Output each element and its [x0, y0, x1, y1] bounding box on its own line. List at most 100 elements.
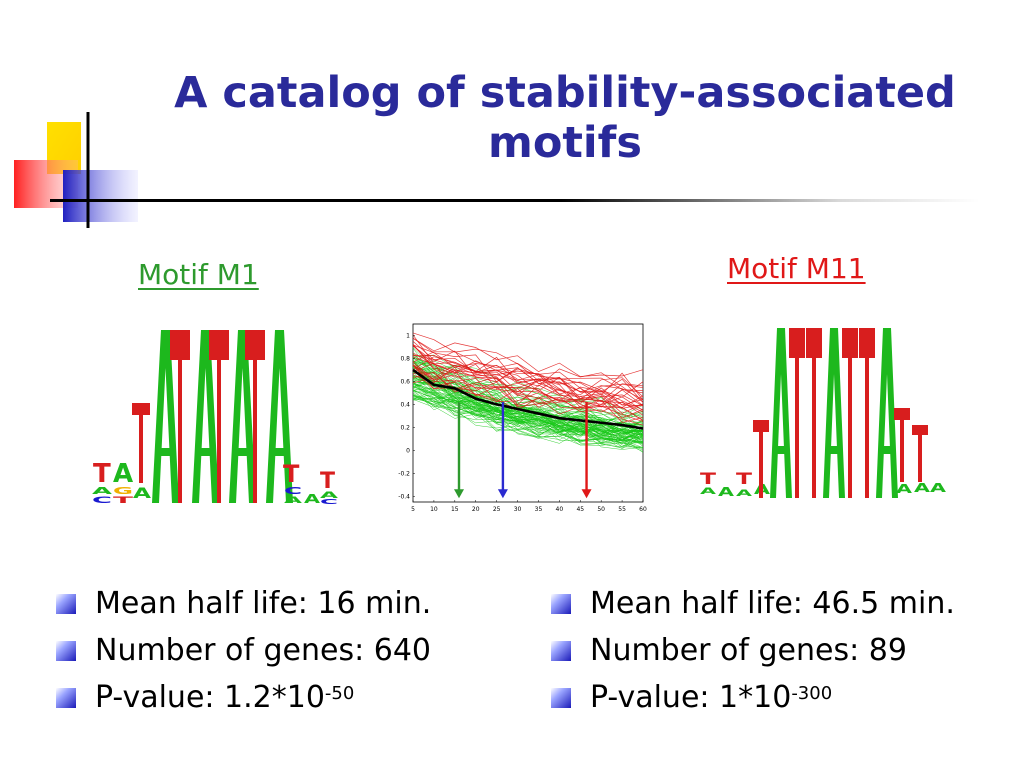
y-tick-label: 0 [406, 447, 410, 454]
profile-line [412, 340, 644, 394]
svg-text:A: A [304, 492, 321, 506]
svg-text:T: T [93, 459, 111, 489]
svg-text:A: A [113, 459, 133, 489]
profile-line [412, 372, 644, 447]
bullet-icon [551, 688, 571, 708]
motif-m1-link[interactable]: Motif M1 [138, 258, 259, 291]
half-life-arrowhead [497, 489, 508, 499]
stat-p-value: P-value: 1*10-300 [551, 678, 955, 725]
bullet-icon [551, 594, 571, 614]
profile-line [412, 392, 644, 430]
svg-text:T: T [283, 460, 300, 488]
motif-m11-sequence-logo: T A A T A A A A A [700, 328, 947, 499]
title-divider [50, 199, 980, 202]
profile-line [412, 351, 644, 401]
logo-m11-columns [753, 328, 928, 498]
y-tick-label: 0.8 [400, 355, 410, 362]
profile-line [412, 398, 644, 449]
svg-text:A: A [284, 496, 302, 506]
bullet-icon [551, 641, 571, 661]
profile-line [412, 353, 644, 424]
half-life-arrowhead [454, 489, 464, 499]
half-life-arrowhead [581, 489, 592, 499]
motif-m1-sequence-logo: T A C A G T A T C A A T A C [92, 330, 338, 506]
stat-p-value: P-value: 1.2*10-50 [56, 678, 431, 725]
profile-line [412, 366, 644, 437]
stat-half-life: Mean half life: 46.5 min. [551, 584, 955, 631]
logo-m1-columns [132, 330, 293, 503]
profile-line [412, 391, 644, 438]
stat-gene-count: Number of genes: 89 [551, 631, 955, 678]
stat-gene-count: Number of genes: 640 [56, 631, 431, 678]
svg-text:T: T [113, 496, 136, 506]
y-tick-label: -0.4 [398, 493, 410, 500]
x-tick-label: 20 [472, 506, 480, 513]
profile-line [412, 366, 644, 449]
profile-line [412, 357, 644, 433]
x-tick-label: 35 [535, 506, 543, 513]
x-tick-label: 25 [493, 506, 501, 513]
x-tick-label: 5 [411, 506, 415, 513]
x-tick-label: 50 [597, 506, 605, 513]
profile-line [412, 344, 644, 411]
profile-line [412, 337, 644, 377]
x-tick-label: 10 [430, 506, 438, 513]
expression-profiles-plot: 5 10 15 20 25 30 35 40 45 50 55 60 1 0.8 0.6 0.4 0.2 0 -0.… [398, 323, 647, 513]
profile-line [412, 334, 644, 401]
deco-blue-square [63, 170, 138, 222]
profile-line [412, 372, 644, 443]
x-tick-label: 55 [618, 506, 626, 513]
motif-m1-stats: Mean half life: 16 min. Number of genes:… [56, 584, 431, 725]
profile-line [412, 332, 644, 403]
svg-text:T: T [736, 469, 752, 488]
svg-text:A: A [133, 486, 151, 502]
bullet-icon [56, 641, 76, 661]
profile-line [412, 365, 644, 407]
profile-line [412, 356, 644, 422]
y-tick-label: 0.4 [400, 401, 410, 408]
svg-text:A: A [896, 482, 913, 496]
y-tick-label: -0.2 [398, 470, 410, 477]
svg-text:A: A [736, 489, 752, 499]
y-tick-label: 0.6 [400, 378, 410, 385]
profile-line [412, 358, 644, 420]
svg-text:A: A [718, 485, 735, 499]
stat-half-life: Mean half life: 16 min. [56, 584, 431, 631]
svg-text:G: G [113, 486, 133, 497]
profile-line [412, 343, 644, 408]
svg-text:T: T [700, 469, 716, 488]
x-tick-label: 45 [576, 506, 584, 513]
svg-text:T: T [320, 469, 335, 494]
svg-text:A: A [320, 491, 338, 501]
svg-text:C: C [320, 498, 338, 506]
svg-text:A: A [930, 481, 947, 495]
profile-line [412, 354, 644, 411]
profile-line [412, 383, 644, 449]
svg-text:A: A [700, 487, 716, 497]
x-tick-label: 30 [514, 506, 522, 513]
profile-line [412, 388, 644, 435]
profile-line [412, 389, 644, 441]
svg-text:A: A [914, 481, 931, 495]
profile-line [412, 385, 644, 442]
svg-text:C: C [92, 496, 113, 506]
x-tick-label: 60 [639, 506, 647, 513]
x-tick-label: 40 [556, 506, 564, 513]
profile-line [412, 382, 644, 449]
profile-line [412, 345, 644, 402]
profile-line [412, 366, 644, 416]
mean-profile-line [412, 368, 644, 430]
profile-line [412, 394, 644, 433]
x-tick-label: 15 [451, 506, 459, 513]
profile-line [412, 365, 644, 423]
profile-line [412, 365, 644, 448]
y-tick-label: 1 [406, 332, 410, 339]
svg-text:A: A [92, 486, 113, 497]
bullet-icon [56, 594, 76, 614]
motif-m11-stats: Mean half life: 46.5 min. Number of gene… [551, 584, 955, 725]
motif-m11-link[interactable]: Motif M11 [727, 252, 866, 285]
corner-decoration [14, 112, 138, 228]
profile-line [412, 356, 644, 407]
slide-title: A catalog of stability-associated motifs [174, 68, 956, 168]
bullet-icon [56, 688, 76, 708]
